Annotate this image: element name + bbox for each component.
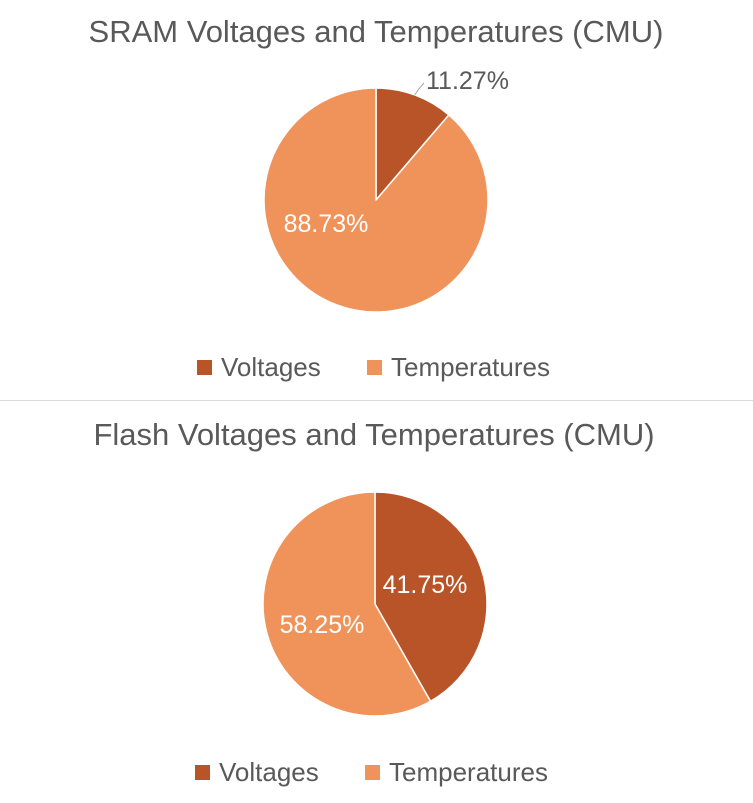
chart-title-flash: Flash Voltages and Temperatures (CMU): [93, 417, 654, 452]
pie-slice-voltages-flash: [374, 491, 488, 703]
legend-label-voltages-flash: Voltages: [219, 757, 319, 787]
leader-line-voltages-sram: [414, 82, 425, 96]
pie-slice-voltages-sram: [375, 87, 450, 201]
legend-swatch-voltages-flash: [195, 765, 210, 780]
legend-label-temperatures-sram: Temperatures: [391, 352, 550, 382]
data-label-temperatures-flash: 58.25%: [280, 611, 365, 639]
legend-sram: Voltages Temperatures: [197, 352, 550, 382]
pie-slice-temperatures-sram: [263, 87, 489, 313]
legend-swatch-temperatures-flash: [365, 765, 380, 780]
chart-sram: SRAM Voltages and Temperatures (CMU) 11.…: [89, 14, 664, 382]
legend-swatch-temperatures-sram: [367, 360, 382, 375]
chart-title-sram: SRAM Voltages and Temperatures (CMU): [89, 14, 664, 49]
data-label-voltages-flash: 41.75%: [383, 571, 468, 599]
data-label-temperatures-sram: 88.73%: [284, 210, 369, 238]
data-label-voltages-sram: 11.27%: [426, 67, 509, 95]
legend-flash: Voltages Temperatures: [195, 757, 548, 787]
legend-label-voltages-sram: Voltages: [221, 352, 321, 382]
chart-flash: Flash Voltages and Temperatures (CMU) 41…: [93, 417, 654, 787]
legend-swatch-voltages-sram: [197, 360, 212, 375]
legend-label-temperatures-flash: Temperatures: [389, 757, 548, 787]
pie-slice-temperatures-flash: [262, 491, 432, 717]
